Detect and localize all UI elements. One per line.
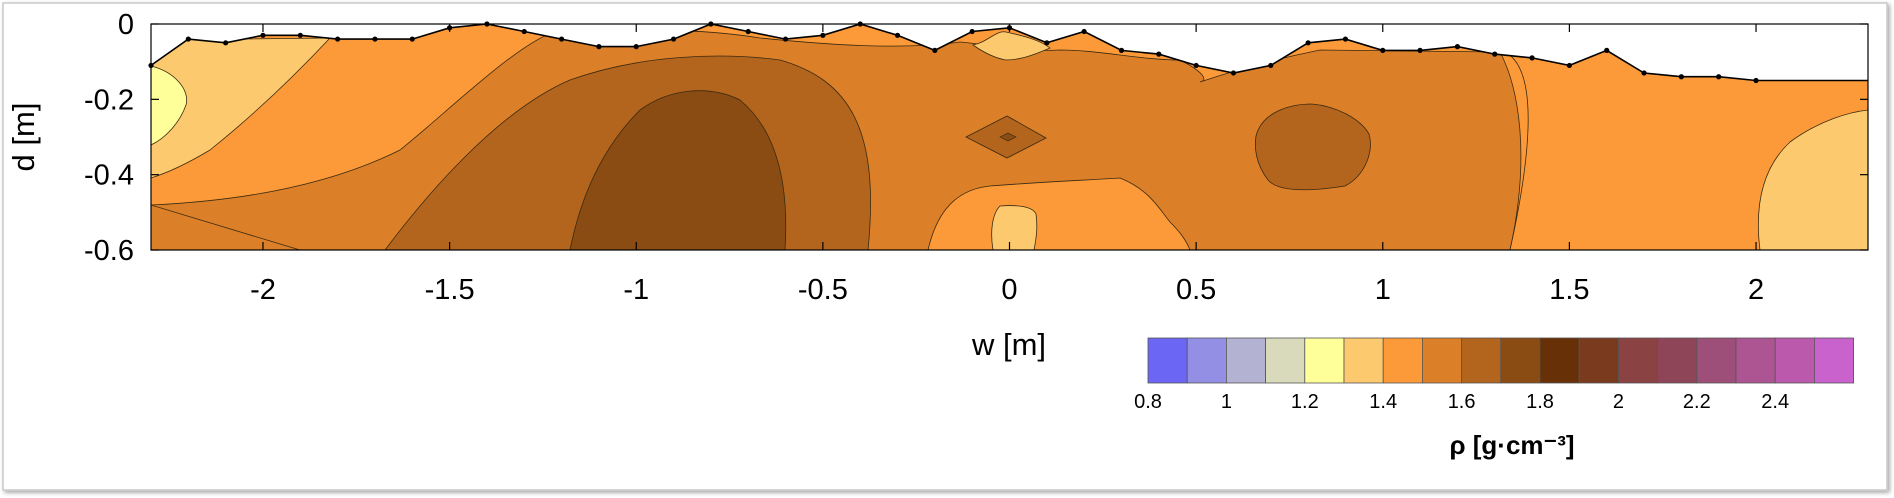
colorbar-swatch — [1461, 337, 1502, 384]
x-axis-title: w [m] — [971, 327, 1046, 362]
surface-point — [1380, 47, 1386, 53]
surface-point — [932, 47, 938, 53]
surface-point — [894, 32, 901, 38]
colorbar-swatch — [1774, 337, 1815, 384]
y-axis: 0 -0.2 -0.4 -0.6 — [84, 9, 1868, 267]
y-tick-label: 0 — [118, 9, 134, 41]
x-tick-label: 2 — [1748, 274, 1764, 306]
colorbar-swatch — [1226, 337, 1267, 384]
x-tick-label: -1 — [623, 274, 649, 306]
surface-point — [1492, 51, 1498, 57]
colorbar-swatch — [1422, 337, 1463, 384]
surface-point — [1342, 36, 1349, 42]
colorbar-swatch — [1382, 337, 1423, 384]
surface-point — [558, 36, 565, 42]
colorbar-tick-label: 1.4 — [1369, 391, 1397, 413]
colorbar-swatch — [1265, 337, 1306, 384]
colorbar-swatch — [1735, 337, 1776, 384]
colorbar-tick-label: 1.6 — [1448, 391, 1476, 413]
contour-surface-light-region — [972, 31, 1051, 61]
x-tick-label: 0 — [1001, 274, 1017, 306]
surface-point — [1604, 47, 1610, 53]
plot-area: -2 -1.5 -1 -0.5 0 0.5 1 1.5 2 0 -0.2 -0.4 -0.6 w [m… — [6, 9, 1869, 362]
colorbar-tick-label: 1.2 — [1291, 391, 1319, 413]
surface-point — [1193, 62, 1199, 69]
colorbar-tick-label: 1.8 — [1526, 391, 1554, 413]
surface-point — [969, 28, 975, 35]
surface-point — [1081, 28, 1087, 35]
contour-left-light-region — [151, 37, 331, 179]
colorbar-swatch — [1304, 337, 1345, 384]
colorbar-tick-label: 0.8 — [1134, 391, 1162, 413]
y-tick-label: -0.4 — [84, 160, 134, 192]
surface-point — [223, 40, 229, 46]
contour-right-corner-region — [1757, 109, 1868, 250]
surface-point — [596, 44, 602, 50]
surface-point — [1417, 47, 1423, 53]
surface-point — [1044, 40, 1050, 46]
surface-point — [1230, 70, 1237, 76]
surface-point — [633, 44, 639, 50]
surface-point — [1678, 74, 1684, 80]
contour-bottom-light-region — [991, 205, 1038, 250]
x-tick-label: 1 — [1375, 274, 1391, 306]
colorbar-swatch — [1814, 337, 1855, 384]
y-tick-label: -0.2 — [84, 84, 134, 116]
colorbar: 0.8 1 1.2 1.4 1.6 1.8 2 2.2 2.4 — [1134, 337, 1855, 413]
x-tick-label: -1.5 — [425, 274, 475, 306]
x-axis: -2 -1.5 -1 -0.5 0 0.5 1 1.5 2 — [250, 24, 1764, 306]
contour-left-pale-region — [151, 65, 188, 146]
surface-point — [1454, 44, 1461, 50]
surface-point — [297, 32, 303, 38]
surface-point — [1641, 70, 1647, 76]
surface-point — [185, 36, 191, 42]
contour-fills — [151, 24, 1868, 250]
colorbar-swatch — [1147, 337, 1188, 384]
colorbar-title: ρ [g·cm⁻³] — [1449, 430, 1574, 460]
x-tick-label: 1.5 — [1549, 274, 1589, 306]
contour-core-region — [569, 90, 787, 250]
x-tick-label: 0.5 — [1176, 274, 1216, 306]
surface-point — [745, 28, 751, 35]
colorbar-swatch — [1696, 337, 1737, 384]
surface-point — [1118, 47, 1125, 53]
surface-point — [372, 36, 378, 42]
colorbar-tick-label: 2.2 — [1683, 391, 1711, 413]
surface-point — [260, 32, 266, 38]
y-axis-title: d [m] — [6, 103, 41, 172]
colorbar-swatch — [1578, 337, 1619, 384]
above-surface-mask — [151, 24, 1868, 81]
surface-point — [1268, 62, 1274, 69]
contour-diamond-core — [999, 132, 1017, 142]
surface-points — [148, 21, 1759, 84]
colorbar-swatch — [1618, 337, 1659, 384]
surface-point — [1529, 55, 1535, 61]
x-tick-label: -2 — [250, 274, 276, 306]
surface-point — [1305, 40, 1311, 46]
surface-point — [670, 36, 677, 42]
surface-point — [1566, 62, 1572, 69]
surface-point — [1156, 51, 1162, 57]
colorbar-swatch — [1500, 337, 1541, 384]
surface-point — [409, 36, 415, 42]
colorbar-swatch — [1186, 337, 1227, 384]
surface-point — [335, 36, 341, 42]
colorbar-swatch — [1343, 337, 1384, 384]
colorbar-swatch — [1657, 337, 1698, 384]
surface-point — [521, 28, 527, 35]
colorbar-swatch — [1539, 337, 1580, 384]
y-tick-label: -0.6 — [84, 235, 134, 267]
surface-point — [820, 32, 826, 38]
colorbar-tick-label: 2 — [1613, 391, 1624, 413]
x-tick-label: -0.5 — [798, 274, 848, 306]
surface-point — [1716, 74, 1722, 80]
surface-point — [1753, 77, 1759, 84]
surface-point — [782, 36, 789, 42]
contour-bottom-left-band — [151, 204, 301, 250]
contour-right-island — [1254, 103, 1371, 191]
colorbar-tick-label: 2.4 — [1761, 391, 1789, 413]
colorbar-tick-label: 1 — [1221, 391, 1232, 413]
